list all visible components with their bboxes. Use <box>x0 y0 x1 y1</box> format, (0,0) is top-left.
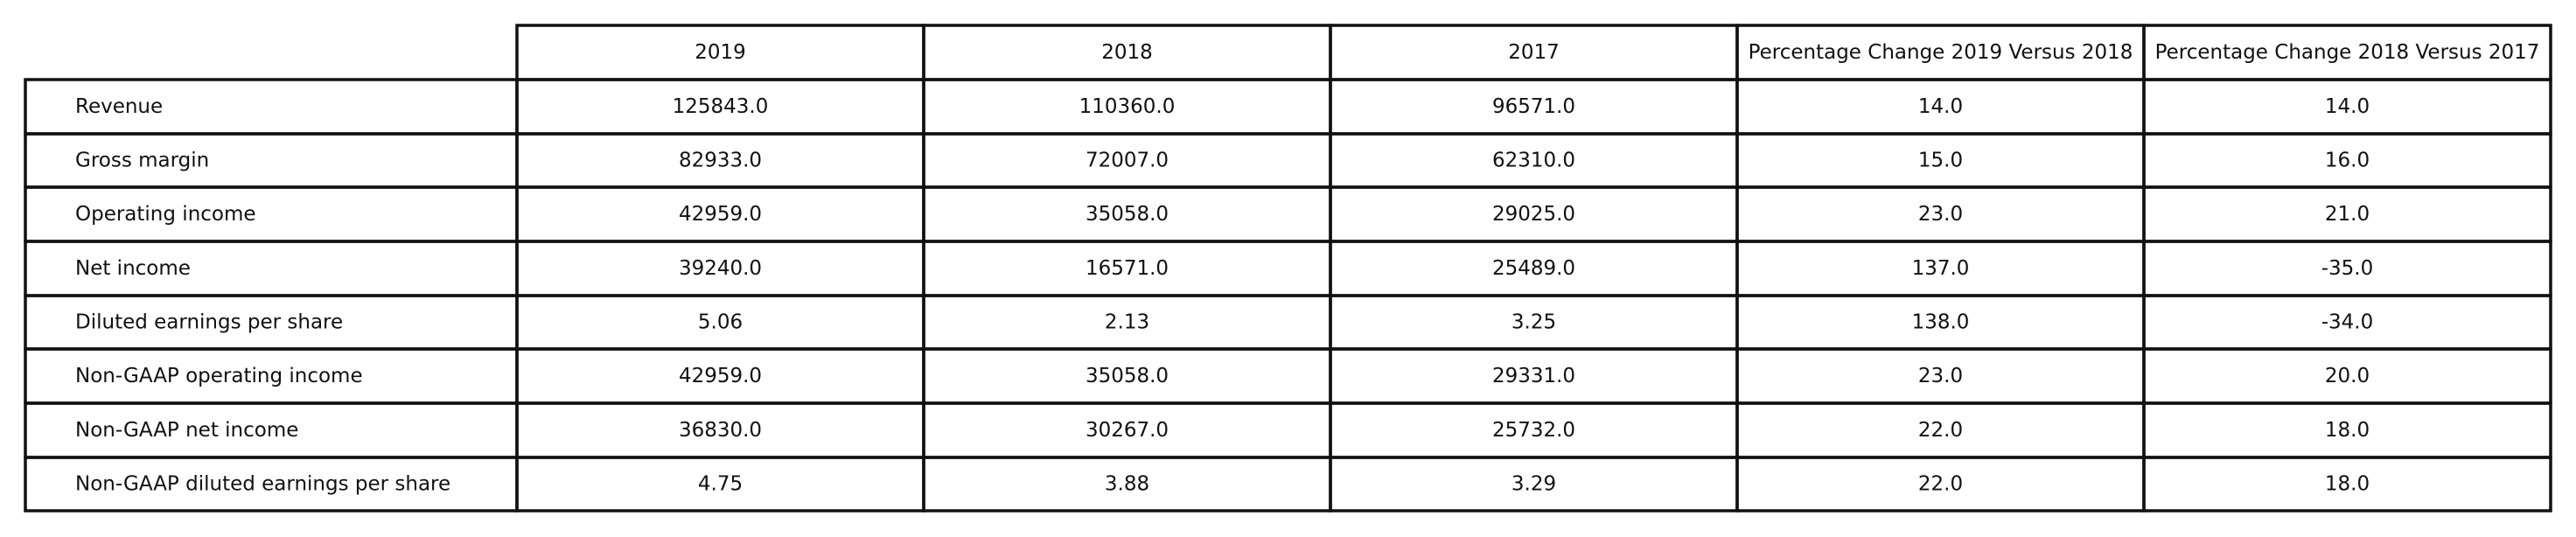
table-cell-value: 23.0 <box>1918 203 1963 226</box>
table-cell-value: 82933.0 <box>679 150 762 172</box>
table-cell-value: 2.13 <box>1105 311 1149 334</box>
column-header: 2018 <box>1101 41 1153 64</box>
table-cell-value: 21.0 <box>2325 203 2370 226</box>
table-cell-value: 42959.0 <box>679 203 762 226</box>
column-header: Percentage Change 2018 Versus 2017 <box>2155 41 2540 64</box>
table-cell-value: 29025.0 <box>1492 203 1575 226</box>
table-cell-value: 39240.0 <box>679 257 762 280</box>
column-header: Percentage Change 2019 Versus 2018 <box>1749 41 2133 64</box>
table-cell-value: 29331.0 <box>1492 365 1575 387</box>
table-cell-value: 42959.0 <box>679 365 762 387</box>
table-cell-value: 72007.0 <box>1086 150 1169 172</box>
table-cell-value: 110360.0 <box>1079 95 1176 118</box>
table-cell-value: 23.0 <box>1918 365 1963 387</box>
row-label: Non-GAAP operating income <box>75 365 363 387</box>
table-cell-value: 15.0 <box>1918 150 1963 172</box>
table-cell-value: -35.0 <box>2321 257 2374 280</box>
table-cell-value: 36830.0 <box>679 419 762 442</box>
table-cell-value: 14.0 <box>2325 95 2370 118</box>
table-cell-value: 20.0 <box>2325 365 2370 387</box>
row-label: Operating income <box>75 203 256 226</box>
table-cell-value: -34.0 <box>2321 311 2374 334</box>
row-label: Gross margin <box>75 150 209 172</box>
table-cell-value: 25489.0 <box>1492 257 1575 280</box>
row-label: Non-GAAP net income <box>75 419 298 442</box>
table-cell-value: 18.0 <box>2325 419 2370 442</box>
table-grid <box>24 24 2552 513</box>
table-text: 2019 2018 2017 Percentage Change 2019 Versu… <box>75 41 2539 496</box>
row-label: Non-GAAP diluted earnings per share <box>75 473 450 496</box>
table-cell-value: 62310.0 <box>1492 150 1575 172</box>
table-cell-value: 22.0 <box>1918 473 1963 496</box>
table-cell-value: 30267.0 <box>1086 419 1169 442</box>
table-cell-value: 14.0 <box>1918 95 1963 118</box>
table-cell-value: 16571.0 <box>1086 257 1169 280</box>
table-cell-value: 25732.0 <box>1492 419 1575 442</box>
table-cell-value: 96571.0 <box>1492 95 1575 118</box>
table-cell-value: 5.06 <box>698 311 743 334</box>
table-cell-value: 18.0 <box>2325 473 2370 496</box>
table-cell-value: 22.0 <box>1918 419 1963 442</box>
table-cell-value: 3.25 <box>1511 311 1556 334</box>
table-cell-value: 35058.0 <box>1086 365 1169 387</box>
table-cell-value: 125843.0 <box>673 95 769 118</box>
table-cell-value: 138.0 <box>1912 311 1970 334</box>
row-label: Net income <box>75 257 191 280</box>
table-cell-value: 3.29 <box>1511 473 1556 496</box>
column-header: 2019 <box>695 41 746 64</box>
table-cell-value: 4.75 <box>698 473 743 496</box>
data-cell-border <box>2142 456 2552 513</box>
table-cell-value: 3.88 <box>1105 473 1149 496</box>
table-cell-value: 35058.0 <box>1086 203 1169 226</box>
table-cell-value: 137.0 <box>1912 257 1970 280</box>
row-label: Diluted earnings per share <box>75 311 343 334</box>
column-header: 2017 <box>1508 41 1560 64</box>
row-label: Revenue <box>75 95 163 118</box>
table-cell-value: 16.0 <box>2325 150 2370 172</box>
